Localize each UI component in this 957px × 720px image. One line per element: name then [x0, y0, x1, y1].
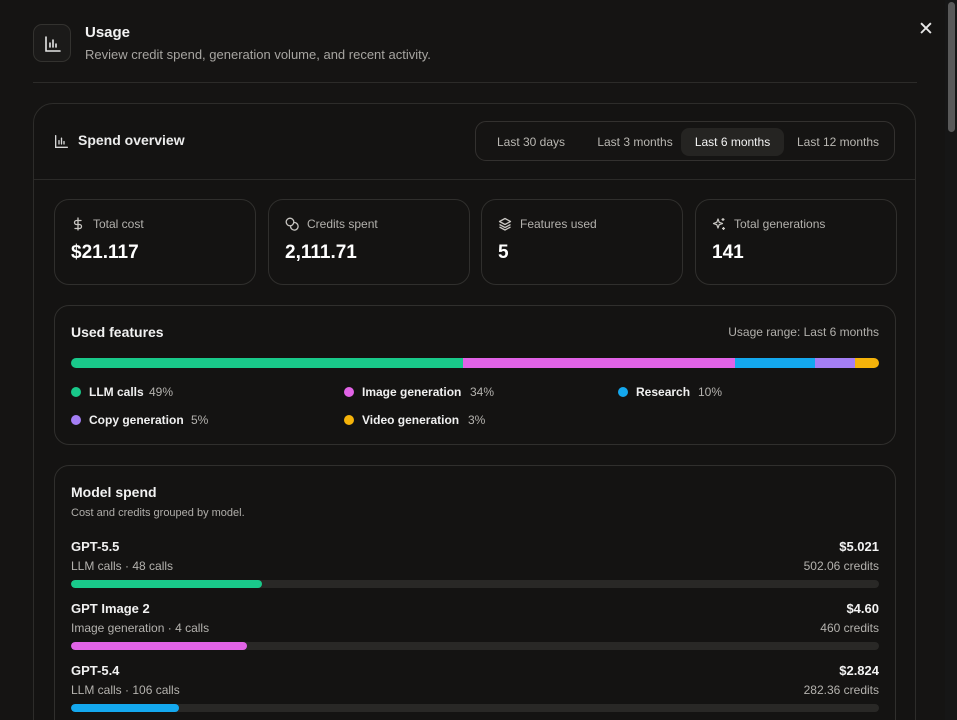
- model-cost: $5.021: [839, 539, 879, 554]
- spend-fill: [71, 704, 180, 712]
- legend-dot: [71, 415, 81, 425]
- stat-label: Total cost: [93, 217, 144, 231]
- model-cost: $2.824: [839, 663, 879, 678]
- legend-name: Video generation: [362, 413, 460, 427]
- model-name: GPT-5.5: [71, 539, 120, 554]
- range-tabs: Last 30 days Last 3 months Last 6 months…: [475, 121, 895, 161]
- tab-last-12-months[interactable]: Last 12 months: [796, 135, 880, 149]
- model-meta: LLM calls · 48 calls: [71, 559, 174, 573]
- feature-share-bar: [71, 358, 879, 368]
- legend-pct: 10%: [698, 385, 723, 399]
- page-title: Usage: [85, 24, 131, 41]
- feature-share-segment: [71, 358, 463, 368]
- model-meta: LLM calls · 106 calls: [71, 683, 180, 697]
- coins-icon: [285, 217, 299, 231]
- legend-item-copy-generation: Copy generation 5%: [71, 412, 311, 428]
- legend-dot: [344, 387, 354, 397]
- modal-header: Usage Review credit spend, generation vo…: [33, 24, 917, 83]
- feature-share-segment: [854, 358, 879, 368]
- legend-name: Research: [636, 385, 691, 399]
- stat-credits-spent: Credits spent 2,111.71: [268, 199, 470, 285]
- stat-label: Features used: [520, 217, 597, 231]
- page-subtitle: Review credit spend, generation volume, …: [85, 47, 431, 62]
- legend-pct: 49%: [149, 385, 174, 399]
- legend-dot: [71, 387, 81, 397]
- model-meta: Image generation · 4 calls: [71, 621, 210, 635]
- stat-value: 2,111.71: [285, 242, 357, 263]
- layers-icon: [498, 217, 512, 231]
- legend-name: Copy generation: [89, 413, 184, 427]
- legend-item-research: Research 10%: [618, 384, 858, 400]
- close-icon[interactable]: ✕: [918, 19, 934, 40]
- tab-last-3-months[interactable]: Last 3 months: [597, 135, 673, 149]
- bar-chart-icon: [55, 135, 68, 148]
- legend-pct: 34%: [470, 385, 495, 399]
- stat-value: $21.117: [71, 242, 139, 263]
- legend-name: LLM calls: [89, 385, 144, 399]
- tab-last-6-months[interactable]: Last 6 months: [681, 128, 784, 156]
- used-features-title: Used features: [71, 324, 164, 340]
- sparkles-icon: [712, 218, 725, 230]
- legend-pct: 5%: [191, 413, 209, 427]
- model-credits: 460 credits: [820, 621, 879, 635]
- model-row-gpt-image-2: GPT Image 2 Image generation · 4 calls $…: [71, 601, 879, 663]
- stat-value: 5: [498, 242, 509, 263]
- spend-track: [71, 704, 879, 712]
- scroll-thumb[interactable]: [948, 2, 955, 132]
- spend-track: [71, 642, 879, 650]
- spend-fill: [71, 642, 248, 650]
- model-credits: 282.36 credits: [803, 683, 879, 697]
- model-credits: 502.06 credits: [803, 559, 879, 573]
- stat-total-generations: Total generations 141: [695, 199, 897, 285]
- legend-item-image-generation: Image generation 34%: [344, 384, 584, 400]
- feature-share-segment: [463, 358, 735, 368]
- stat-label: Total generations: [734, 217, 826, 231]
- legend-pct: 3%: [468, 413, 486, 427]
- legend-dot: [344, 415, 354, 425]
- scrollbar[interactable]: [945, 0, 957, 720]
- legend-name: Image generation: [362, 385, 462, 399]
- model-row-gpt-5-4: GPT-5.4 LLM calls · 106 calls $2.824 282…: [71, 663, 879, 720]
- tab-last-30-days[interactable]: Last 30 days: [496, 135, 566, 149]
- model-spend-description: Cost and credits grouped by model.: [71, 507, 245, 519]
- legend-dot: [618, 387, 628, 397]
- feature-share-segment: [734, 358, 815, 368]
- legend-item-video-generation: Video generation 3%: [344, 412, 584, 428]
- bar-chart-icon: [33, 24, 71, 62]
- stat-value: 141: [712, 242, 744, 263]
- stat-features-used: Features used 5: [481, 199, 683, 285]
- spend-overview-card: Spend overview Last 30 days Last 3 month…: [33, 103, 916, 720]
- stat-total-cost: Total cost $21.117: [54, 199, 256, 285]
- legend-item-llm-calls: LLM calls 49%: [71, 384, 311, 400]
- overview-title: Spend overview: [78, 132, 185, 148]
- dollar-icon: [73, 217, 83, 231]
- spend-track: [71, 580, 879, 588]
- overview-header: Spend overview Last 30 days Last 3 month…: [34, 104, 915, 180]
- feature-share-segment: [814, 358, 855, 368]
- model-spend-panel: Model spend Cost and credits grouped by …: [54, 465, 896, 720]
- spend-fill: [71, 580, 263, 588]
- model-spend-title: Model spend: [71, 484, 157, 500]
- stat-label: Credits spent: [307, 217, 378, 231]
- used-features-panel: Used features Usage range: Last 6 months…: [54, 305, 896, 445]
- model-cost: $4.60: [846, 601, 879, 616]
- usage-range: Usage range: Last 6 months: [728, 325, 879, 339]
- model-row-gpt-5-5: GPT-5.5 LLM calls · 48 calls $5.021 502.…: [71, 539, 879, 601]
- model-name: GPT-5.4: [71, 663, 120, 678]
- model-name: GPT Image 2: [71, 601, 150, 616]
